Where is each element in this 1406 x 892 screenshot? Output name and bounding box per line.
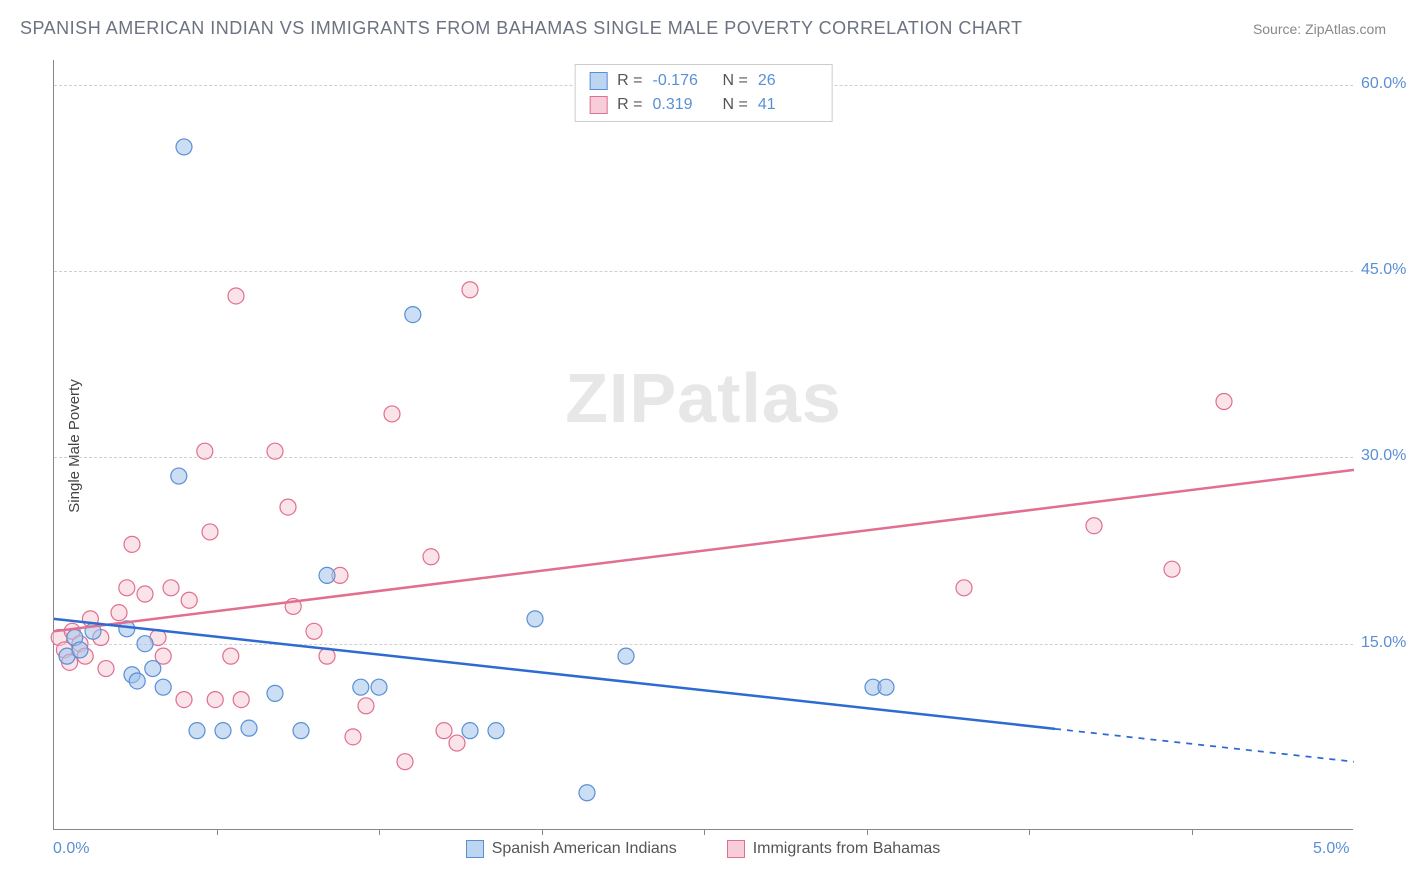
data-point [293,723,309,739]
data-point [462,723,478,739]
data-point [436,723,452,739]
data-point [371,679,387,695]
data-point [202,524,218,540]
header: SPANISH AMERICAN INDIAN VS IMMIGRANTS FR… [20,18,1386,39]
data-point [358,698,374,714]
data-point [267,443,283,459]
data-point [345,729,361,745]
swatch-series-a [589,72,607,90]
data-point [405,307,421,323]
data-point [449,735,465,751]
data-point [462,282,478,298]
swatch-series-b [589,96,607,114]
data-point [189,723,205,739]
data-point [488,723,504,739]
data-point [207,692,223,708]
x-tick [217,829,218,835]
trend-line-extrapolated [1055,729,1354,762]
data-point [176,139,192,155]
legend-label-b: Immigrants from Bahamas [753,840,941,858]
data-point [181,592,197,608]
chart-title: SPANISH AMERICAN INDIAN VS IMMIGRANTS FR… [20,18,1023,39]
data-point [1164,561,1180,577]
source-attribution: Source: ZipAtlas.com [1253,21,1386,37]
x-tick [542,829,543,835]
r-value-a: -0.176 [653,69,713,93]
x-tick [867,829,868,835]
data-point [353,679,369,695]
data-point [223,648,239,664]
data-point [137,586,153,602]
data-point [119,580,135,596]
data-point [129,673,145,689]
swatch-series-a-icon [466,840,484,858]
n-value-b: 41 [758,93,818,117]
data-point [155,679,171,695]
data-point [176,692,192,708]
data-point [527,611,543,627]
legend-correlation: R = -0.176 N = 26 R = 0.319 N = 41 [574,64,833,122]
plot-area: ZIPatlas R = -0.176 N = 26 R = 0.319 N =… [53,60,1353,830]
x-tick [379,829,380,835]
n-value-a: 26 [758,69,818,93]
trend-line [54,470,1354,631]
swatch-series-b-icon [727,840,745,858]
data-point [618,648,634,664]
y-tick-label: 30.0% [1361,447,1406,465]
trend-line [54,619,1055,729]
chart-svg [54,60,1353,829]
data-point [384,406,400,422]
data-point [98,661,114,677]
legend-row-b: R = 0.319 N = 41 [589,93,818,117]
data-point [878,679,894,695]
data-point [267,685,283,701]
data-point [111,605,127,621]
data-point [215,723,231,739]
data-point [241,720,257,736]
data-point [145,661,161,677]
data-point [397,754,413,770]
legend-item-a: Spanish American Indians [466,840,677,858]
data-point [579,785,595,801]
data-point [1086,518,1102,534]
y-tick-label: 60.0% [1361,75,1406,93]
data-point [319,567,335,583]
legend-series: Spanish American Indians Immigrants from… [0,840,1406,858]
data-point [233,692,249,708]
x-tick [704,829,705,835]
x-tick [1192,829,1193,835]
data-point [1216,394,1232,410]
legend-item-b: Immigrants from Bahamas [727,840,941,858]
data-point [280,499,296,515]
data-point [228,288,244,304]
y-tick-label: 15.0% [1361,634,1406,652]
data-point [124,536,140,552]
r-value-b: 0.319 [653,93,713,117]
data-point [171,468,187,484]
x-tick [1029,829,1030,835]
legend-row-a: R = -0.176 N = 26 [589,69,818,93]
data-point [72,642,88,658]
data-point [306,623,322,639]
legend-label-a: Spanish American Indians [492,840,677,858]
data-point [163,580,179,596]
data-point [423,549,439,565]
data-point [197,443,213,459]
data-point [956,580,972,596]
y-tick-label: 45.0% [1361,261,1406,279]
data-point [137,636,153,652]
